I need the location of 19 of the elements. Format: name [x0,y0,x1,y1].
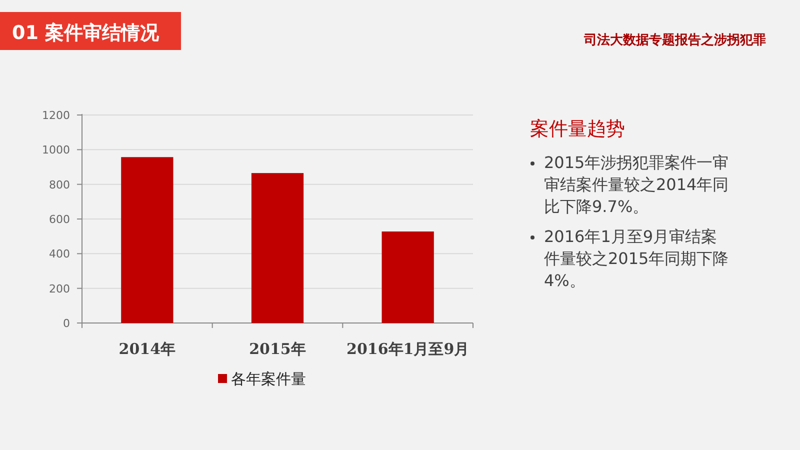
text: 2015年涉拐犯罪案件一审审结案件量较之2014年同比下降9.7%。 [543,152,730,218]
bar [382,231,434,323]
bar [251,173,304,323]
chart-title: 01 案件审结情况 [12,22,160,44]
y-tick-label: 0 [63,317,70,330]
y-tick-label: 400 [49,248,70,261]
x-tick-label: 2016年1月至9月 [346,340,470,358]
legend-label: 各年案件量 [231,370,306,388]
x-tick-label: 2014年 [118,340,176,358]
y-tick-label: 1000 [42,144,70,157]
y-tick-label: 200 [49,282,70,296]
y-tick-label: 800 [49,178,70,192]
text: 案件量趋势 [530,117,626,142]
y-tick-label: 600 [49,213,70,226]
y-tick-label: 1200 [42,109,70,122]
bar [121,157,174,323]
x-tick-label: 2015年 [249,340,306,358]
text: 司法大数据专题报告之涉拐犯罪 [583,32,766,48]
text: 2016年1月至9月审结案件量较之2015年同期下降4%。 [543,226,730,292]
